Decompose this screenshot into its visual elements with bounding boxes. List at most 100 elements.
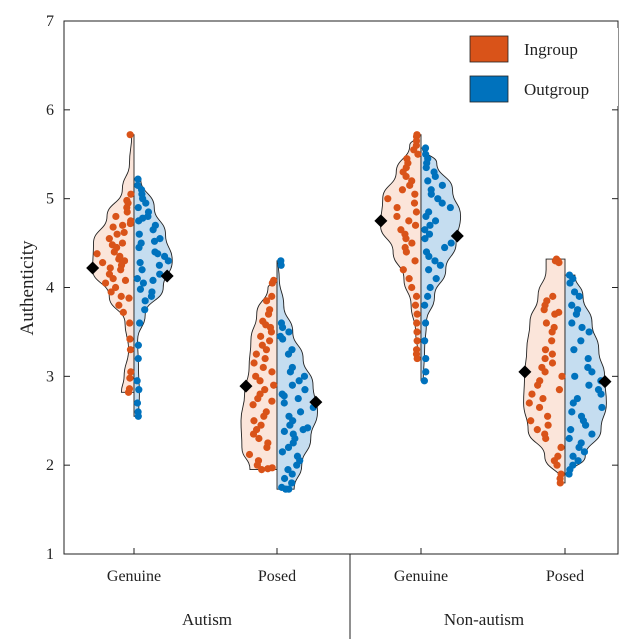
ingroup-point [123, 208, 131, 216]
outgroup-point [147, 292, 156, 300]
outgroup-point [570, 346, 578, 354]
ingroup-point [525, 399, 533, 407]
ingroup-point [264, 465, 272, 473]
group-label-non-autism: Non-autism [444, 610, 524, 629]
ingroup-point [254, 394, 262, 403]
outgroup-point [133, 377, 141, 385]
ingroup-point [264, 310, 273, 318]
outgroup-point [149, 276, 157, 284]
outgroup-point [426, 283, 434, 292]
outgroup-point [421, 235, 429, 243]
ingroup-point [126, 374, 134, 382]
ingroup-point [268, 397, 276, 405]
outgroup-point [141, 297, 149, 305]
outgroup-point [571, 372, 579, 380]
outgroup-point [280, 392, 288, 400]
ingroup-point [250, 417, 258, 425]
outgroup-point [135, 230, 143, 238]
ingroup-point [413, 319, 421, 327]
ingroup-point [263, 443, 271, 451]
outgroup-point [135, 386, 143, 394]
ingroup-mean-marker [86, 261, 100, 275]
y-tick-label: 2 [46, 457, 54, 474]
outgroup-point [282, 485, 290, 493]
outgroup-point [279, 335, 287, 343]
outgroup-point [422, 368, 430, 376]
ingroup-point [259, 363, 267, 372]
outgroup-point [133, 399, 142, 407]
x-tick-label: Genuine [107, 568, 161, 585]
outgroup-point [288, 381, 296, 389]
y-tick-label: 4 [46, 280, 54, 297]
ingroup-point [413, 337, 421, 345]
ingroup-point [124, 388, 133, 396]
y-tick-label: 1 [46, 546, 54, 563]
outgroup-point [421, 319, 430, 327]
outgroup-point [138, 266, 146, 274]
outgroup-point [588, 430, 596, 438]
outgroup-point [425, 266, 433, 274]
legend-label-ingroup: Ingroup [524, 40, 578, 59]
ingroup-point [556, 479, 564, 487]
ingroup-point [541, 368, 549, 376]
ingroup-point [413, 328, 421, 336]
ingroup-point [548, 359, 557, 367]
outgroup-point [280, 399, 288, 407]
outgroup-point [575, 292, 583, 300]
outgroup-point [577, 337, 585, 345]
legend-swatch-ingroup [469, 35, 509, 63]
outgroup-point [150, 237, 159, 245]
ingroup-point [126, 219, 134, 228]
ingroup-point [127, 190, 135, 198]
outgroup-point [286, 368, 294, 376]
ingroup-point [411, 257, 419, 265]
ingroup-point [398, 186, 407, 194]
y-tick-label: 3 [46, 368, 54, 385]
outgroup-point [278, 323, 287, 332]
ingroup-point [99, 259, 107, 267]
ingroup-point [399, 266, 407, 274]
ingroup-point [412, 292, 421, 300]
ingroup-point [106, 264, 114, 272]
outgroup-point [432, 275, 440, 283]
outgroup-point [134, 175, 142, 183]
ingroup-point [557, 443, 565, 451]
ingroup-point [261, 386, 269, 394]
ingroup-point [257, 421, 265, 429]
ingroup-point [109, 275, 117, 283]
ingroup-point [413, 354, 421, 363]
outgroup-point [139, 279, 148, 287]
ingroup-point [120, 228, 128, 237]
outgroup-point [598, 403, 606, 412]
outgroup-point [578, 323, 586, 332]
ingroup-point [543, 412, 552, 420]
ingroup-point [548, 337, 556, 345]
ingroup-point [93, 250, 101, 258]
ingroup-point [384, 195, 392, 203]
ingroup-point [393, 203, 401, 212]
ingroup-mean-marker [374, 214, 388, 228]
ingroup-point [542, 319, 551, 327]
ingroup-mean-marker [239, 379, 253, 393]
outgroup-point [299, 426, 307, 434]
ingroup-point [542, 434, 550, 443]
violin-half-ingroup [380, 134, 422, 360]
ingroup-point [121, 276, 130, 284]
ingroup-point [252, 372, 260, 380]
ingroup-point [402, 248, 410, 256]
outgroup-point [431, 257, 439, 265]
outgroup-point [134, 354, 142, 363]
outgroup-point [278, 448, 287, 456]
outgroup-point [149, 226, 157, 234]
outgroup-point [567, 426, 575, 434]
outgroup-point [422, 212, 430, 221]
ingroup-point [126, 131, 134, 139]
outgroup-point [431, 217, 440, 225]
outgroup-mean-marker [450, 229, 464, 243]
outgroup-point [135, 217, 143, 225]
outgroup-point [284, 443, 293, 451]
ingroup-point [541, 354, 549, 363]
ingroup-point [410, 199, 419, 207]
outgroup-point [568, 408, 576, 416]
legend-label-outgroup: Outgroup [524, 80, 589, 99]
